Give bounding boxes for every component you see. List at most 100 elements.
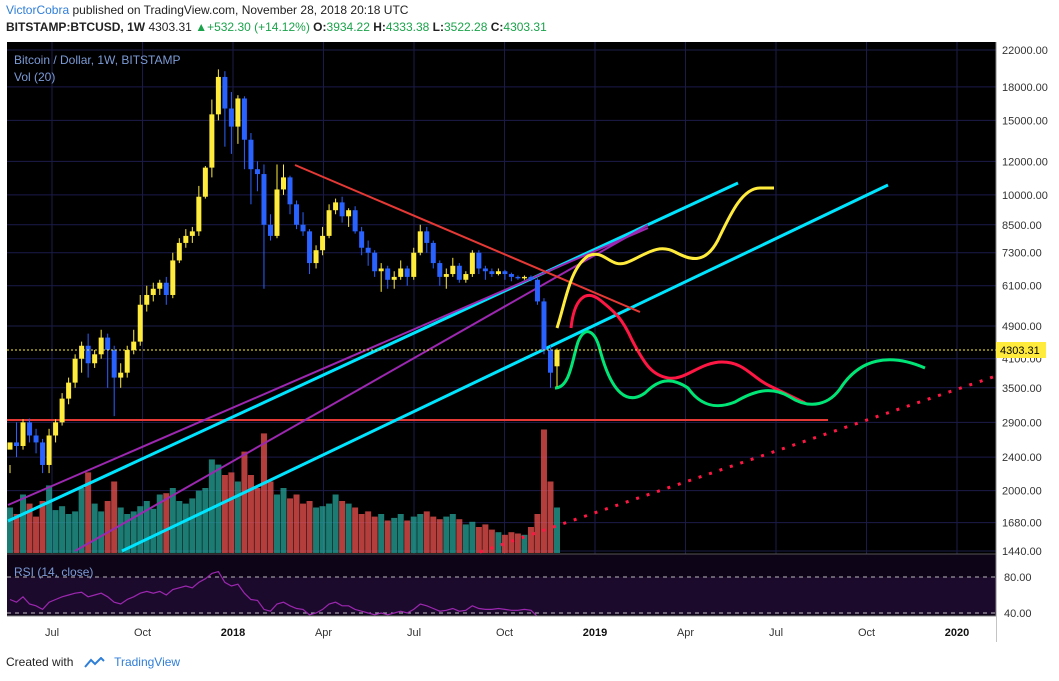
volume-bar (117, 507, 124, 553)
volume-bar (319, 506, 326, 553)
volume-label: Vol (20) (14, 70, 55, 84)
volume-bar (156, 494, 163, 553)
volume-bar (260, 433, 267, 553)
volume-bar (365, 511, 372, 553)
candle-body (469, 252, 475, 275)
yellow-projection (555, 186, 774, 329)
candle-body (411, 252, 417, 277)
open-label: O: (313, 20, 327, 34)
volume-bar (378, 514, 385, 553)
volume-bar (423, 511, 430, 553)
y-tick-label: 15000.00 (1002, 115, 1048, 127)
candle-body (235, 98, 241, 127)
candle-body (267, 224, 273, 236)
y-tick-label: 3500.00 (1002, 383, 1042, 395)
symbol-header: BITSTAMP:BTCUSD, 1W 4303.31 ▲+532.30 (+1… (6, 20, 547, 34)
volume-bar (554, 507, 560, 553)
rsi-tick-label: 40.00 (1004, 608, 1032, 620)
volume-bar (273, 494, 280, 553)
last-price: 4303.31 (148, 20, 192, 34)
x-tick-label: Jul (407, 627, 421, 639)
volume-bar (143, 501, 150, 553)
candle-body (176, 242, 182, 261)
candle-body (333, 202, 339, 211)
volume-bar (254, 488, 261, 553)
tradingview-link[interactable]: TradingView (114, 655, 181, 669)
red-projection (569, 293, 806, 405)
candle-body (92, 354, 98, 364)
price-axis[interactable] (996, 42, 1059, 616)
y-tick-label: 7300.00 (1002, 248, 1042, 260)
candle-body (398, 268, 404, 277)
candle-body (248, 139, 254, 170)
candle-body (183, 235, 189, 243)
high-value: 4333.38 (385, 20, 430, 34)
current-price-text: 4303.31 (1000, 345, 1040, 357)
candle-body (105, 337, 111, 350)
candle-body (515, 276, 521, 279)
candle-body (131, 341, 137, 350)
volume-bar (514, 533, 521, 553)
rsi-band (7, 577, 996, 614)
volume-bar (287, 498, 294, 553)
volume-bar (26, 503, 33, 553)
author-link[interactable]: VictorCobra (6, 3, 70, 17)
volume-bar (182, 503, 189, 553)
current-price-badge (996, 342, 1046, 358)
y-tick-label: 22000.00 (1002, 45, 1048, 57)
volume-bar (534, 514, 541, 553)
volume-bar (33, 516, 40, 553)
candle-body (33, 435, 39, 443)
candle-body (378, 268, 384, 272)
volume-bar (208, 459, 215, 553)
volume-bar (234, 481, 241, 553)
purple-trend-upper (7, 227, 649, 506)
lower-channel-line (121, 183, 889, 553)
volume-bar (78, 488, 85, 553)
candle-body (222, 76, 228, 109)
volume-bar (195, 490, 202, 553)
volume-bar (404, 520, 411, 553)
candle-body (66, 382, 72, 399)
candle-body (430, 242, 436, 264)
volume-bar (189, 498, 196, 553)
time-axis[interactable] (7, 616, 996, 642)
candle-body (274, 189, 280, 236)
drawing-overlays (7, 164, 994, 554)
volume-bar (443, 516, 450, 553)
candlesticks (7, 69, 560, 474)
x-tick-label: Apr (315, 627, 332, 639)
x-tick-label: Oct (858, 627, 875, 639)
candle-body (346, 210, 352, 217)
low-value: 3522.28 (443, 20, 488, 34)
volume-bar (20, 494, 27, 553)
volume-bar (91, 503, 98, 553)
candle-body (372, 252, 378, 272)
candle-body (541, 301, 547, 350)
candle-body (404, 268, 410, 277)
candle-body (202, 167, 208, 197)
y-tick-label: 6100.00 (1002, 281, 1042, 293)
rsi-line (9, 570, 558, 629)
volume-bar (527, 527, 534, 553)
volume-bar (215, 464, 222, 553)
candle-body (456, 265, 462, 280)
candle-body (554, 349, 560, 367)
volume-bar (247, 475, 254, 553)
x-axis-labels: Jul Oct 2018 Apr Jul Oct 2019 Apr Jul Oct 2020 (45, 627, 969, 639)
candle-body (157, 282, 163, 289)
candle-body (528, 276, 534, 280)
y-tick-label: 8500.00 (1002, 220, 1042, 232)
candle-body (320, 235, 326, 251)
volume-bar (462, 524, 469, 553)
volume-bar (397, 514, 404, 553)
resistance-line (294, 164, 641, 313)
candle-body (502, 271, 508, 275)
volume-bar (169, 488, 176, 553)
close-label: C: (490, 20, 504, 34)
candle-body (46, 435, 52, 465)
volume-bar (495, 532, 502, 553)
candle-body (150, 288, 156, 295)
volume-bar (384, 520, 391, 553)
